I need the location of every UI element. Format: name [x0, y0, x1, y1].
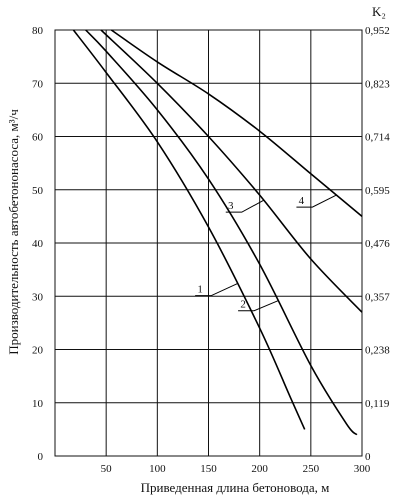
- series-3-label: 3: [228, 200, 234, 212]
- series-3-leader: [225, 199, 265, 213]
- x-tick-label: 250: [303, 463, 320, 475]
- x-tick-label: 200: [251, 463, 268, 475]
- series-4-leader: [296, 194, 337, 208]
- tick-labels: 0 0 10 0,119 20 0,238 30 0,357 40 0,476 50 0,595 60 0…: [32, 25, 390, 475]
- curve-labels: 1 2 3 4: [195, 194, 337, 312]
- series-2-line: [85, 29, 358, 436]
- y-tick-label: 40: [32, 238, 44, 250]
- y-tick-label: 60: [32, 132, 44, 144]
- y2-axis-label: K₂: [372, 4, 386, 19]
- x-tick-label: 50: [101, 463, 113, 475]
- series-layer: [72, 29, 363, 436]
- series-4-line: [110, 29, 363, 218]
- y-axis-label: Производительность автобетононасоса, м³/…: [6, 109, 21, 355]
- y2-tick-label: 0,238: [365, 345, 390, 357]
- y-tick-label: 70: [32, 78, 44, 90]
- series-2-label: 2: [240, 299, 246, 311]
- y2-tick-label: 0,952: [365, 25, 390, 37]
- y2-tick-label: 0,476: [365, 238, 390, 250]
- grid-layer: [54, 29, 363, 457]
- y-tick-label: 30: [32, 291, 44, 303]
- y-tick-label: 0: [38, 451, 44, 463]
- series-1-leader: [195, 283, 238, 297]
- series-1-label: 1: [197, 284, 203, 296]
- y-tick-label: 20: [32, 345, 44, 357]
- series-4-label: 4: [299, 195, 305, 207]
- y2-tick-label: 0,595: [365, 185, 390, 197]
- x-tick-label: 100: [149, 463, 166, 475]
- x-tick-label: 300: [354, 463, 371, 475]
- y2-tick-label: 0: [365, 451, 371, 463]
- x-tick-label: 150: [200, 463, 217, 475]
- y-tick-label: 80: [32, 25, 44, 37]
- y2-tick-label: 0,714: [365, 132, 390, 144]
- y2-tick-label: 0,119: [365, 398, 390, 410]
- y-tick-label: 10: [32, 398, 44, 410]
- series-1-line: [72, 29, 306, 430]
- y-tick-label: 50: [32, 185, 44, 197]
- series-2-leader: [238, 300, 279, 312]
- y2-tick-label: 0,823: [365, 78, 390, 90]
- y2-tick-label: 0,357: [365, 291, 390, 303]
- series-3-line: [100, 29, 363, 313]
- x-axis-label: Приведенная длина бетоновода, м: [141, 480, 330, 495]
